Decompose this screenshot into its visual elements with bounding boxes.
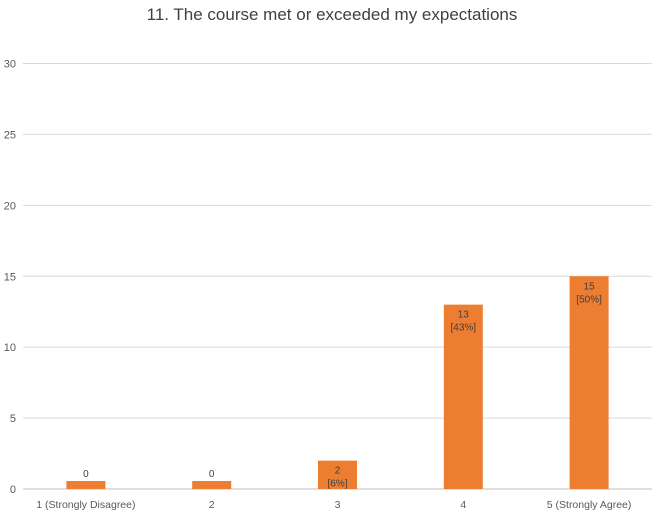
bar-value-label: 13 [458,310,470,321]
x-tick-label: 3 [335,499,341,511]
gridlines [23,63,652,490]
y-tick-label: 25 [4,129,16,141]
bar-percent-label: [43%] [451,323,477,334]
y-tick-label: 5 [10,413,16,425]
bar [66,481,106,489]
bar [318,460,357,489]
bar-value-label: 2 [335,466,341,477]
y-tick-label: 10 [4,342,16,354]
bar-value-label: 15 [584,281,596,292]
x-tick-label: 5 (Strongly Agree) [547,499,632,511]
bar-value-label: 0 [209,469,215,480]
x-axis-ticks: 1 (Strongly Disagree) 2 3 4 5 (Strongly Agre… [36,499,631,511]
x-tick-label: 1 (Strongly Disagree) [36,499,135,511]
y-tick-label: 30 [4,59,16,71]
x-tick-label: 4 [460,499,466,511]
bar [443,304,483,489]
x-tick-label: 2 [209,499,215,511]
bar-percent-label: [50%] [576,294,602,305]
y-axis-ticks: 0 5 10 15 20 25 30 [4,59,16,497]
bar [192,481,232,489]
y-tick-label: 15 [4,271,16,283]
bar-value-label: 0 [83,469,89,480]
y-tick-label: 20 [4,200,16,212]
chart-title: 11. The course met or exceeded my expect… [147,5,518,24]
y-tick-label: 0 [10,484,16,496]
data-labels: 0 0 2 [6%] 13 [43%] 15 [50%] [83,281,602,489]
bar [569,276,609,489]
bar-percent-label: [6%] [327,479,347,490]
bars [66,276,609,489]
